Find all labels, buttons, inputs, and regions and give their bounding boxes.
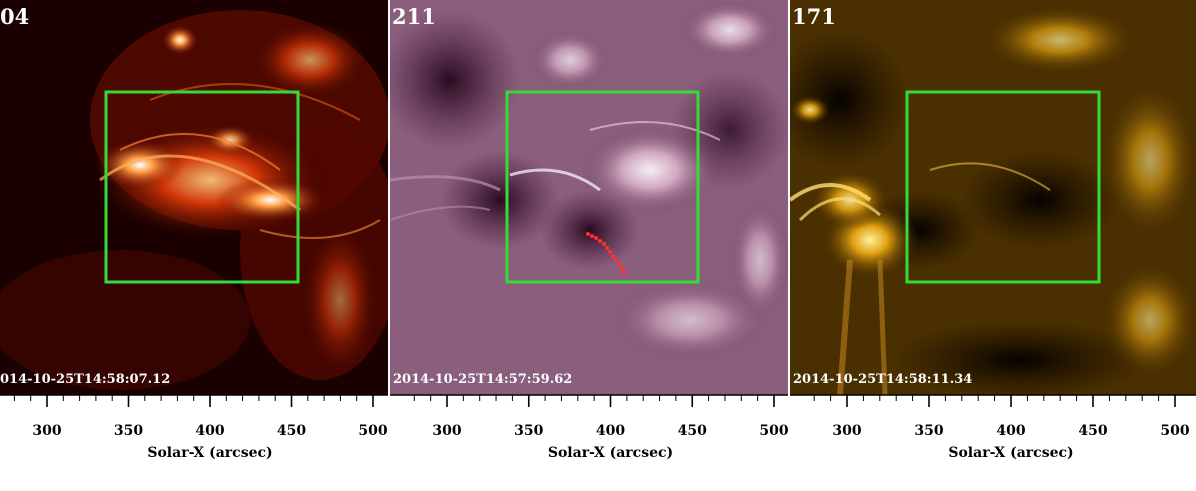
timestamp-label: 2014-10-25T14:57:59.62 (393, 372, 573, 387)
axis-label: Solar-X (arcsec) (547, 445, 674, 461)
axis-label: Solar-X (arcsec) (948, 445, 1074, 461)
roi-box (104, 90, 300, 284)
aia-171-image (790, 0, 1196, 395)
axis-ticks (390, 394, 788, 407)
tick-label: 350 (914, 423, 944, 439)
tick-label: 400 (595, 423, 626, 439)
axis-ticks (790, 394, 1196, 407)
aia-211-panel: 211 2014-10-25T14:57:59.62 (390, 0, 788, 395)
tick-label: 350 (113, 423, 144, 439)
channel-label: 04 (0, 4, 30, 29)
tick-label: 400 (996, 423, 1026, 439)
tick-label: 300 (432, 423, 462, 439)
solar-x-axis (390, 394, 788, 491)
tick-label: 500 (358, 423, 388, 439)
tick-label: 350 (514, 423, 544, 439)
tick-label: 300 (32, 423, 62, 439)
roi-box (905, 90, 1101, 284)
channel-label: 211 (392, 4, 436, 29)
aia-211-image (390, 0, 788, 395)
aia-171-panel: 171 2014-10-25T14:58:11.34 (790, 0, 1196, 395)
axis-ticks (0, 394, 388, 407)
solar-x-axis (790, 394, 1196, 491)
tick-label: 450 (1078, 423, 1108, 439)
axis-label: Solar-X (arcsec) (147, 445, 273, 461)
timestamp-label: 2014-10-25T14:58:11.34 (793, 372, 973, 387)
roi-box (505, 90, 700, 284)
aia-304-image (0, 0, 388, 395)
aia-304-panel: 04 014-10-25T14:58:07.12 (0, 0, 388, 395)
solar-x-axis (0, 394, 388, 491)
tick-label: 450 (276, 423, 307, 439)
tick-label: 300 (832, 423, 862, 439)
loop-track-dots (586, 232, 626, 274)
tick-label: 400 (195, 423, 225, 439)
tick-label: 500 (759, 423, 789, 439)
channel-label: 171 (792, 4, 836, 29)
timestamp-label: 014-10-25T14:58:07.12 (0, 372, 171, 387)
tick-label: 450 (677, 423, 707, 439)
tick-label: 500 (1160, 423, 1190, 439)
